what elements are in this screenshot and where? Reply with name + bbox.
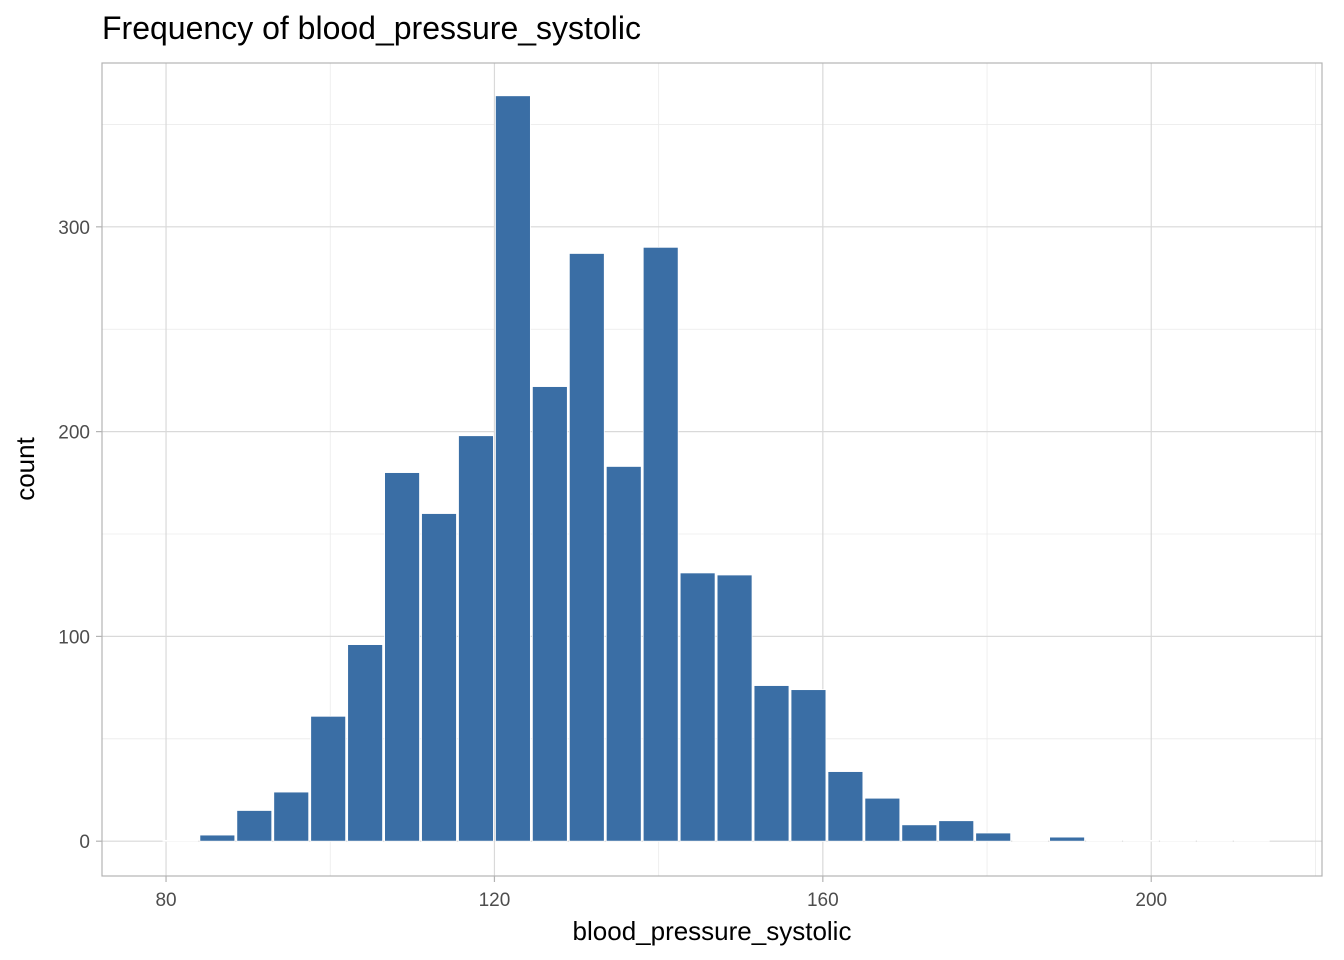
histogram-bar xyxy=(827,771,864,842)
x-tick-label: 200 xyxy=(1135,890,1167,911)
histogram-bar xyxy=(568,253,605,842)
histogram-bar xyxy=(679,572,716,842)
histogram-bar xyxy=(790,689,827,842)
histogram-bar xyxy=(384,472,420,842)
histogram-bar xyxy=(1160,839,1196,842)
histogram-bar xyxy=(310,715,347,842)
histogram-bar xyxy=(1196,839,1233,842)
x-axis-title: blood_pressure_systolic xyxy=(573,916,852,946)
ticks-layer: 80 120 160 200 0 100 200 300 xyxy=(58,218,1167,911)
x-tick-label: 120 xyxy=(479,890,511,911)
histogram-bar xyxy=(901,824,938,842)
x-tick-label: 160 xyxy=(807,890,839,911)
histogram-bar xyxy=(1049,836,1085,842)
histogram-bar xyxy=(236,810,273,842)
y-tick-label: 200 xyxy=(58,423,90,444)
histogram-bar xyxy=(864,797,901,842)
chart-title: Frequency of blood_pressure_systolic xyxy=(102,10,641,46)
bars-layer xyxy=(162,95,1270,842)
histogram-bar xyxy=(605,466,642,842)
histogram-bar xyxy=(716,574,753,842)
y-tick-label: 100 xyxy=(58,627,90,648)
histogram-bar xyxy=(1233,839,1270,842)
histogram-bar xyxy=(347,644,384,842)
y-tick-label: 0 xyxy=(79,832,90,853)
histogram-bar xyxy=(273,791,310,842)
y-axis-title: count xyxy=(10,436,40,500)
histogram-bar xyxy=(1086,839,1122,842)
histogram-bar xyxy=(642,246,679,842)
histogram-bar xyxy=(162,839,199,842)
histogram-bar xyxy=(938,820,975,842)
histogram-bar xyxy=(531,386,568,842)
histogram-bar xyxy=(753,685,790,842)
panel-border xyxy=(101,62,1323,877)
y-tick-label: 300 xyxy=(58,218,90,239)
histogram-bar xyxy=(421,513,457,842)
histogram-bar xyxy=(975,832,1012,842)
histogram-bar xyxy=(199,834,236,842)
histogram-bar xyxy=(495,95,531,842)
histogram-bar xyxy=(458,435,494,842)
histogram-bar xyxy=(1123,839,1159,842)
histogram-bar xyxy=(1012,839,1049,842)
x-tick-label: 80 xyxy=(155,890,176,911)
